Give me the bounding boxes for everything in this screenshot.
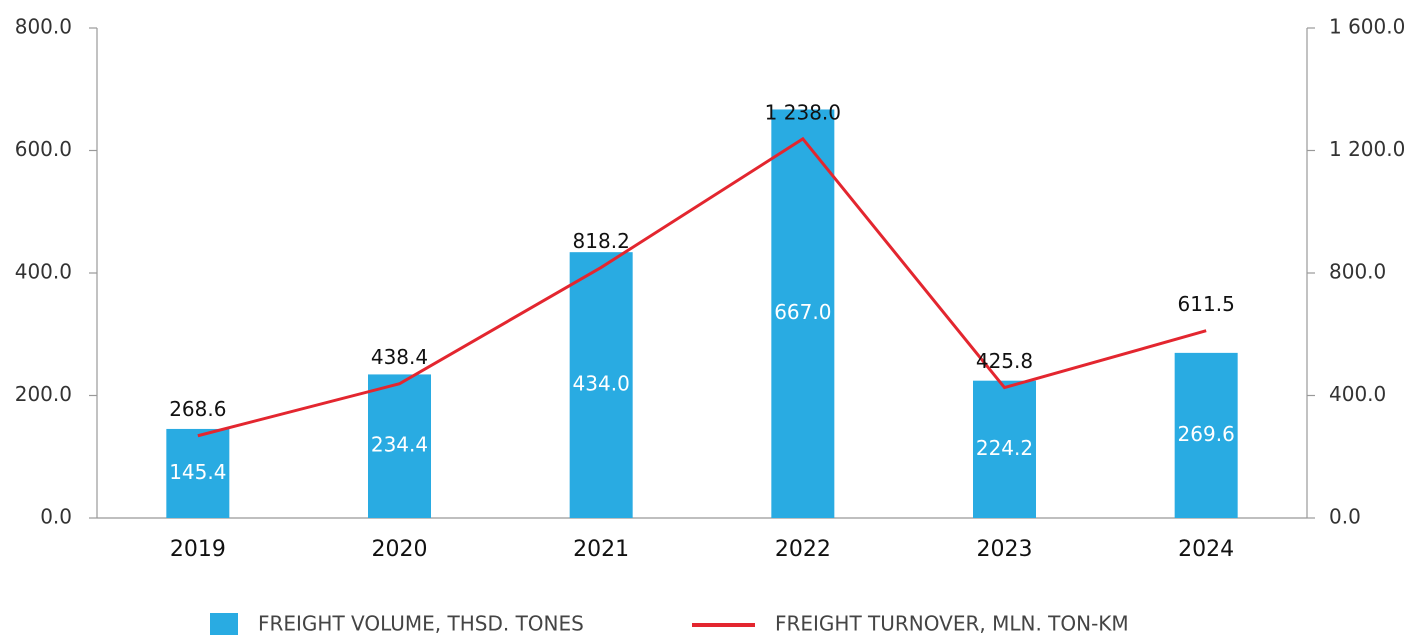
bar	[368, 374, 431, 518]
y-tick-label: 600.0	[15, 137, 72, 161]
y2-tick-label: 0.0	[1329, 505, 1361, 529]
x-tick-label: 2023	[977, 537, 1033, 562]
bar	[771, 109, 835, 519]
line-value-label: 425.8	[976, 349, 1033, 373]
bar	[1174, 352, 1238, 518]
y2-tick-label: 1 200.0	[1329, 137, 1405, 161]
y-tick-label: 800.0	[15, 15, 72, 39]
line-value-label: 611.5	[1178, 292, 1235, 316]
bar-value-label: 224.2	[976, 436, 1033, 460]
line-value-label: 1 238.0	[765, 100, 841, 124]
bar-value-label: 269.6	[1178, 422, 1235, 446]
x-tick-label: 2022	[775, 537, 831, 562]
line	[197, 136, 1207, 438]
y-tick-label: 400.0	[15, 260, 72, 284]
x-tick-label: 2024	[1178, 537, 1234, 562]
y-tick-label: 0.0	[40, 505, 72, 529]
line-value-label: 818.2	[573, 229, 630, 253]
legend-label: FREIGHT VOLUME, THSD. TONES	[258, 612, 584, 636]
bar-value-label: 234.4	[371, 433, 428, 457]
y2-tick-label: 800.0	[1329, 260, 1386, 284]
legend-label: FREIGHT TURNOVER, MLN. TON-KM	[775, 612, 1129, 636]
bar-value-label: 667.0	[774, 300, 831, 324]
bar-value-label: 145.4	[169, 460, 226, 484]
x-tick-label: 2019	[170, 537, 226, 562]
line-value-label: 268.6	[169, 397, 226, 421]
legend-swatch	[210, 613, 238, 635]
line-value-label: 438.4	[371, 345, 428, 369]
bar	[569, 252, 633, 519]
x-tick-label: 2020	[372, 537, 428, 562]
bar	[973, 380, 1036, 518]
y2-tick-label: 400.0	[1329, 382, 1386, 406]
bar	[166, 428, 230, 518]
y2-tick-label: 1 600.0	[1329, 15, 1405, 39]
y-tick-label: 200.0	[15, 382, 72, 406]
x-tick-label: 2021	[573, 537, 629, 562]
bar-value-label: 434.0	[573, 372, 630, 396]
